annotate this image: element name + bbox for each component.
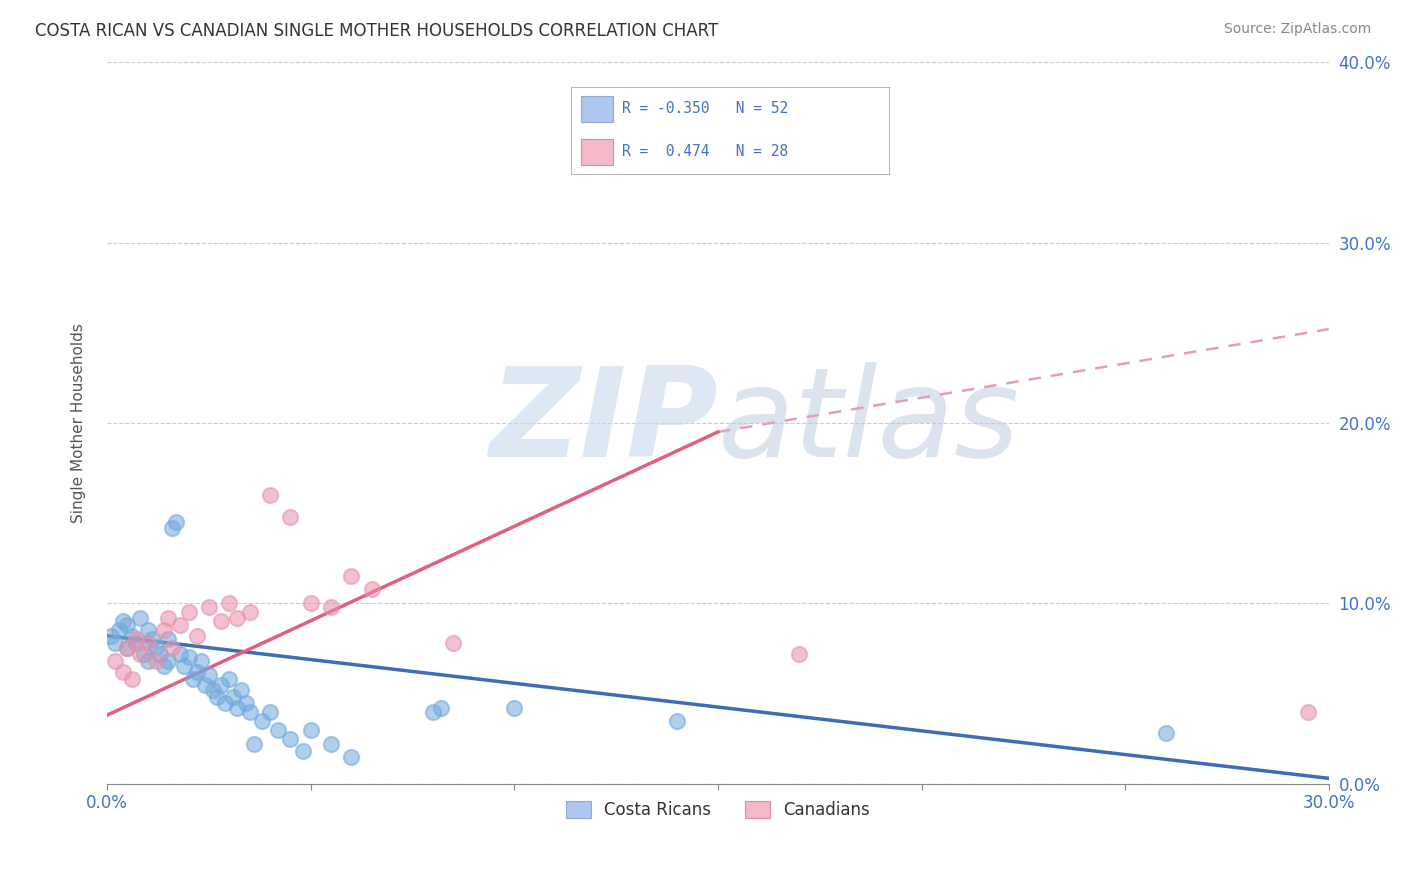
- Point: [194, 677, 217, 691]
- Point: [108, 624, 131, 638]
- Point: [112, 665, 135, 679]
- Point: [153, 659, 176, 673]
- Point: [291, 744, 314, 758]
- Point: [128, 647, 150, 661]
- Point: [117, 641, 139, 656]
- Point: [259, 705, 281, 719]
- Point: [205, 690, 228, 705]
- Point: [239, 705, 262, 719]
- Point: [177, 650, 200, 665]
- Point: [169, 618, 191, 632]
- Point: [169, 647, 191, 661]
- Point: [340, 749, 363, 764]
- Point: [226, 701, 249, 715]
- Point: [209, 615, 232, 629]
- Point: [121, 672, 143, 686]
- Text: atlas: atlas: [718, 362, 1019, 483]
- Point: [157, 654, 180, 668]
- Point: [666, 714, 689, 728]
- Point: [153, 624, 176, 638]
- Point: [319, 599, 342, 614]
- Point: [181, 672, 204, 686]
- Point: [145, 640, 167, 654]
- Point: [430, 701, 453, 715]
- Point: [173, 659, 195, 673]
- Point: [250, 714, 273, 728]
- Point: [132, 647, 155, 661]
- Point: [222, 690, 245, 705]
- Y-axis label: Single Mother Households: Single Mother Households: [72, 323, 86, 523]
- Point: [190, 654, 212, 668]
- Point: [186, 665, 208, 679]
- Point: [218, 672, 240, 686]
- Point: [157, 632, 180, 647]
- Point: [789, 647, 811, 661]
- Point: [267, 723, 290, 737]
- Point: [299, 723, 322, 737]
- Point: [360, 582, 382, 596]
- Point: [239, 605, 262, 619]
- Point: [145, 654, 167, 668]
- Point: [141, 632, 163, 647]
- Point: [226, 611, 249, 625]
- Point: [157, 611, 180, 625]
- Point: [136, 654, 159, 668]
- Point: [112, 615, 135, 629]
- Point: [104, 654, 127, 668]
- Point: [149, 647, 172, 661]
- Point: [198, 668, 221, 682]
- Point: [503, 701, 526, 715]
- Point: [319, 737, 342, 751]
- Point: [209, 677, 232, 691]
- Point: [124, 632, 146, 647]
- Point: [299, 596, 322, 610]
- Point: [100, 629, 122, 643]
- Point: [128, 611, 150, 625]
- Point: [165, 515, 187, 529]
- Point: [124, 636, 146, 650]
- Point: [160, 520, 183, 534]
- Point: [422, 705, 444, 719]
- Legend: Costa Ricans, Canadians: Costa Ricans, Canadians: [560, 795, 876, 826]
- Point: [242, 737, 264, 751]
- Point: [136, 636, 159, 650]
- Point: [177, 605, 200, 619]
- Point: [259, 488, 281, 502]
- Text: Source: ZipAtlas.com: Source: ZipAtlas.com: [1223, 22, 1371, 37]
- Point: [235, 696, 257, 710]
- Text: COSTA RICAN VS CANADIAN SINGLE MOTHER HOUSEHOLDS CORRELATION CHART: COSTA RICAN VS CANADIAN SINGLE MOTHER HO…: [35, 22, 718, 40]
- Point: [201, 682, 224, 697]
- Point: [278, 731, 301, 746]
- Point: [160, 641, 183, 656]
- Point: [1298, 705, 1320, 719]
- Point: [121, 629, 143, 643]
- Point: [117, 641, 139, 656]
- Point: [117, 618, 139, 632]
- Point: [136, 624, 159, 638]
- Point: [278, 509, 301, 524]
- Point: [218, 596, 240, 610]
- Text: ZIP: ZIP: [489, 362, 718, 483]
- Point: [104, 636, 127, 650]
- Point: [231, 682, 253, 697]
- Point: [186, 629, 208, 643]
- Point: [441, 636, 464, 650]
- Point: [214, 696, 236, 710]
- Point: [198, 599, 221, 614]
- Point: [1154, 726, 1177, 740]
- Point: [340, 569, 363, 583]
